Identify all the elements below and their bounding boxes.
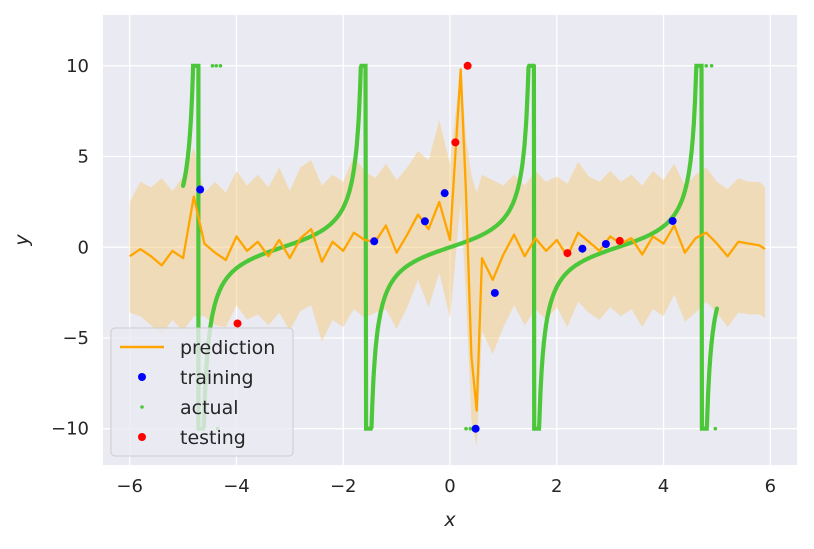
y-tick-label: 10	[66, 56, 89, 77]
testing-point	[563, 249, 572, 258]
prediction-series	[129, 68, 766, 412]
training-point	[471, 424, 480, 433]
actual-clipped-point	[214, 64, 218, 68]
legend-prediction-label: prediction	[180, 337, 275, 359]
actual-clipped-point	[713, 426, 718, 431]
x-tick-label: −2	[330, 476, 357, 497]
training-point	[370, 237, 379, 246]
actual-curve-segment	[196, 63, 536, 431]
testing-point	[451, 138, 460, 147]
prediction-uncertainty-band	[129, 65, 765, 447]
x-tick-label: −4	[223, 476, 250, 497]
x-axis-label: x	[443, 509, 456, 531]
training-point	[196, 185, 205, 194]
actual-clipped-point	[704, 64, 709, 68]
legend-testing-label: testing	[180, 427, 246, 449]
legend-box	[110, 327, 294, 457]
training-point	[490, 288, 499, 297]
actual-clipped-point	[468, 426, 473, 431]
actual-clipped-point	[709, 64, 714, 68]
y-tick-label: 5	[78, 147, 89, 168]
training-point	[668, 216, 677, 225]
y-tick-label: −5	[62, 328, 89, 349]
confidence-band	[129, 65, 765, 447]
actual-curve-segment	[181, 63, 201, 431]
y-axis-label: y	[11, 234, 33, 247]
prediction-line	[129, 68, 766, 412]
actual-series	[181, 63, 719, 431]
x-tick-labels: −6 −4 −2 0 2 4 6	[116, 476, 776, 497]
actual-clipped-point	[464, 426, 468, 431]
testing-point	[615, 236, 624, 245]
testing-point	[463, 61, 472, 70]
actual-clipped-point	[210, 64, 215, 68]
actual-curve-segment	[531, 63, 719, 431]
marker-points	[196, 61, 677, 433]
y-tick-label: −10	[51, 419, 89, 440]
legend-training-label: training	[180, 367, 254, 389]
legend-actual-swatch	[140, 405, 144, 409]
legend-testing-swatch	[138, 433, 146, 441]
actual-clipped-point	[218, 64, 223, 68]
y-tick-label: 0	[78, 237, 89, 258]
training-point	[440, 189, 449, 198]
legend: prediction training actual testing	[110, 327, 294, 457]
x-tick-label: 2	[551, 476, 562, 497]
legend-actual-label: actual	[180, 397, 239, 419]
testing-point	[233, 319, 242, 328]
training-point	[601, 239, 610, 248]
training-point	[578, 244, 587, 253]
x-tick-label: 4	[658, 476, 669, 497]
x-tick-label: 0	[444, 476, 455, 497]
x-tick-label: 6	[765, 476, 776, 497]
x-tick-label: −6	[116, 476, 143, 497]
y-tick-labels: −10 −5 0 5 10	[51, 56, 89, 440]
training-point	[420, 217, 429, 226]
legend-training-swatch	[138, 373, 146, 381]
